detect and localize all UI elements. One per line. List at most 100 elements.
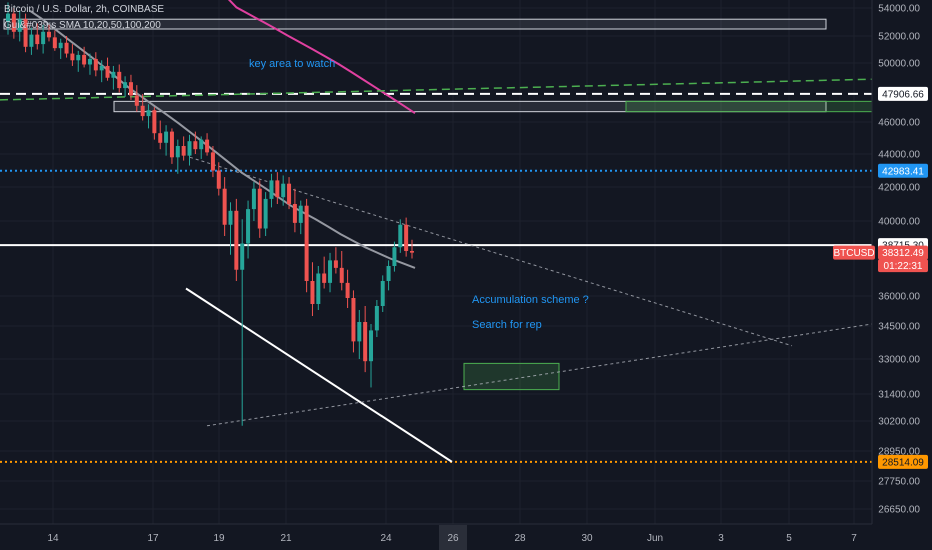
price-tick-label: 31400.00 xyxy=(878,390,920,401)
candle-body xyxy=(199,139,204,150)
trendlines xyxy=(185,156,873,463)
candle-body xyxy=(275,180,280,198)
price-label-text: 42983.41 xyxy=(882,166,924,177)
candle-body xyxy=(287,183,292,204)
price-label-text: 28514.09 xyxy=(882,457,924,468)
price-label-text: 47906.66 xyxy=(882,89,924,100)
time-highlight-box xyxy=(439,525,467,550)
candle-body xyxy=(46,31,51,38)
indicator-legend[interactable]: Gui&#039;s SMA 10,20,50,100,200 xyxy=(4,20,161,31)
candle-body xyxy=(246,209,251,244)
time-tick-label: Jun xyxy=(647,533,663,544)
candle-body xyxy=(93,58,98,71)
key-area-annotation: key area to watch xyxy=(249,58,336,70)
price-tick-label: 54000.00 xyxy=(878,4,920,15)
candle-body xyxy=(58,42,63,49)
candle-body xyxy=(146,110,151,117)
candle-body xyxy=(333,260,338,268)
candle-body xyxy=(23,19,28,47)
candle-body xyxy=(123,82,128,89)
candle-body xyxy=(339,267,344,283)
time-tick-label: 3 xyxy=(718,533,724,544)
time-tick-label: 5 xyxy=(786,533,792,544)
price-tick-label: 42000.00 xyxy=(878,183,920,194)
price-tick-label: 34500.00 xyxy=(878,322,920,333)
candle-body xyxy=(263,198,268,229)
candle-body xyxy=(240,243,245,270)
candle-body xyxy=(386,266,391,281)
candle-body xyxy=(363,322,368,362)
countdown-label-text: 01:22:31 xyxy=(884,261,923,272)
candle-body xyxy=(257,188,262,229)
candle-body xyxy=(164,131,169,143)
candle-body xyxy=(292,204,297,223)
candle-body xyxy=(269,180,274,199)
candle-body xyxy=(64,42,69,54)
time-tick-label: 17 xyxy=(147,533,159,544)
candle-body xyxy=(298,205,303,223)
candle-body xyxy=(87,58,92,65)
sma-pink-line xyxy=(227,0,416,115)
candle-body xyxy=(169,131,174,158)
candle-body xyxy=(29,34,34,47)
price-tick-label: 52000.00 xyxy=(878,32,920,43)
lower-ascending-line xyxy=(206,323,873,427)
candle-body xyxy=(158,133,163,143)
candle-body xyxy=(310,281,315,304)
candles xyxy=(6,2,414,426)
time-tick-label: 7 xyxy=(851,533,857,544)
descending-channel-line xyxy=(185,287,453,463)
price-tick-label: 30200.00 xyxy=(878,417,920,428)
candle-body xyxy=(316,273,321,304)
candle-body xyxy=(152,110,157,134)
candle-body xyxy=(357,322,362,342)
symbol-label-box xyxy=(833,245,875,260)
candle-body xyxy=(140,105,145,117)
symbol-label-text: BTCUSD xyxy=(833,248,874,259)
candle-body xyxy=(70,53,75,61)
candle-body xyxy=(369,330,374,362)
price-tick-label: 46000.00 xyxy=(878,118,920,129)
key-area-green-box xyxy=(625,100,873,113)
candle-body xyxy=(345,282,350,298)
candle-body xyxy=(304,205,309,281)
price-tick-label: 33000.00 xyxy=(878,355,920,366)
price-label-box xyxy=(878,163,928,178)
price-tick-label: 36000.00 xyxy=(878,292,920,303)
time-tick-label: 14 xyxy=(47,533,59,544)
current-price-label-box xyxy=(878,245,928,260)
candle-body xyxy=(11,13,16,32)
candle-body xyxy=(216,170,221,189)
current-price-label-text: 38312.49 xyxy=(882,248,924,259)
candle-body xyxy=(134,95,139,106)
candle-body xyxy=(351,298,356,342)
upper-resistance-box xyxy=(3,18,827,30)
horizontal-levels xyxy=(0,92,872,463)
price-labels: 47906.6642983.4138715.30BTCUSD38312.4901… xyxy=(833,86,928,469)
price-tick-label: 28950.00 xyxy=(878,447,920,458)
time-tick-label: 19 xyxy=(213,533,225,544)
chart-title[interactable]: Bitcoin / U.S. Dollar, 2h, COINBASE xyxy=(4,4,165,15)
price-label-box xyxy=(878,454,928,469)
price-tick-label: 40000.00 xyxy=(878,217,920,228)
candle-body xyxy=(52,37,57,49)
countdown-label-box xyxy=(878,259,928,273)
candle-body xyxy=(251,188,256,210)
candle-body xyxy=(111,71,116,78)
candle-body xyxy=(105,65,110,78)
time-axis[interactable]: 14 17 19 21 24 26 28 30 Jun 3 5 7 xyxy=(47,525,857,550)
candle-body xyxy=(234,210,239,270)
candle-body xyxy=(398,224,403,248)
candle-body xyxy=(374,306,379,331)
candle-body xyxy=(175,146,180,158)
price-axis[interactable]: 54000.00 52000.00 50000.00 46000.00 44000.00… xyxy=(878,4,920,516)
price-tick-label: 44000.00 xyxy=(878,150,920,161)
candle-body xyxy=(128,82,133,96)
candle-body xyxy=(17,19,22,32)
zones xyxy=(3,18,873,391)
candle-body xyxy=(6,13,10,22)
time-tick-label: 30 xyxy=(581,533,593,544)
search-annotation: Search for rep xyxy=(472,319,542,331)
